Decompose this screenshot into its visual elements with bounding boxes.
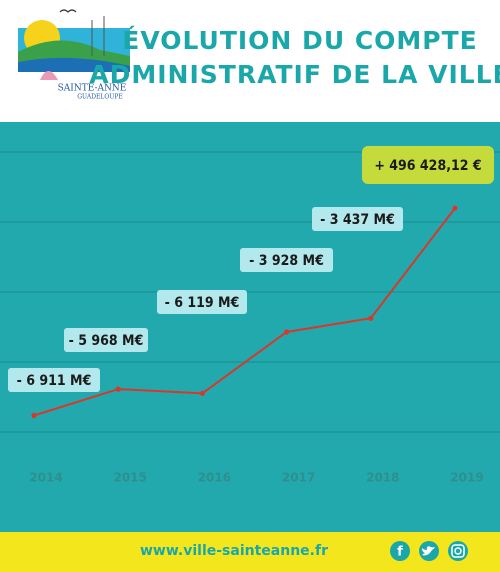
logo-region: GUADELOUPE bbox=[77, 94, 123, 101]
value-label: + 496 428,12 € bbox=[374, 158, 481, 174]
footer bbox=[0, 532, 500, 572]
value-label: - 3 437 M€ bbox=[320, 212, 395, 228]
value-label: - 5 968 M€ bbox=[69, 333, 144, 349]
logo: SAINTE-ANNE GUADELOUPE bbox=[18, 9, 130, 101]
line bbox=[33, 207, 456, 417]
point bbox=[368, 315, 374, 321]
point bbox=[115, 386, 121, 392]
x-tick-label: 2017 bbox=[282, 471, 315, 485]
point bbox=[284, 329, 290, 335]
point bbox=[452, 205, 458, 211]
x-tick-label: 2015 bbox=[113, 471, 146, 485]
instagram-icon[interactable] bbox=[448, 541, 468, 561]
x-tick-label: 2019 bbox=[450, 471, 483, 485]
x-tick-label: 2018 bbox=[366, 471, 399, 485]
value-label-box bbox=[64, 328, 148, 352]
logo-name: SAINTE-ANNE bbox=[58, 84, 127, 94]
point bbox=[31, 412, 37, 419]
svg-text:f: f bbox=[397, 545, 403, 560]
value-label: - 6 911 M€ bbox=[17, 373, 92, 389]
value-label-box bbox=[8, 368, 100, 392]
x-tick-label: 2016 bbox=[198, 471, 231, 485]
value-label-box bbox=[240, 248, 333, 272]
social-icons: f bbox=[390, 541, 468, 561]
footer-url[interactable]: www.ville-sainteanne.fr bbox=[140, 543, 328, 559]
plot: 2014 2015 2016 2017 2018 2019 - 6 911 M€ - 5 96… bbox=[0, 146, 500, 485]
value-label-box bbox=[362, 146, 494, 184]
value-label-box bbox=[312, 207, 403, 231]
title-line: ADMINISTRATIF DE LA VILLE bbox=[89, 60, 500, 89]
x-tick-label: 2014 bbox=[29, 471, 62, 485]
chart-background bbox=[0, 122, 500, 532]
title-line: ÉVOLUTION DU COMPTE bbox=[122, 26, 478, 55]
value-label-box bbox=[157, 290, 247, 314]
value-label: - 6 119 M€ bbox=[165, 295, 240, 311]
facebook-icon[interactable] bbox=[390, 541, 410, 561]
point bbox=[199, 390, 205, 396]
value-label: - 3 928 M€ bbox=[249, 253, 324, 269]
